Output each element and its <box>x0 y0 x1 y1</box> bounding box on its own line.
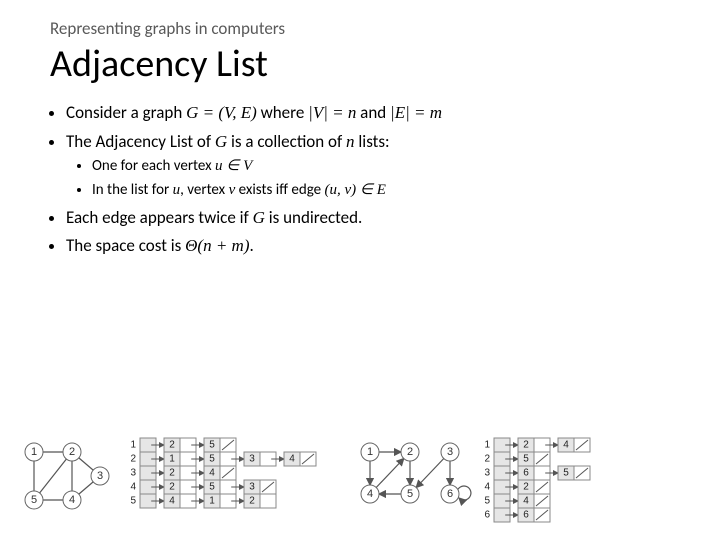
svg-text:1: 1 <box>169 454 175 465</box>
bullet-2: The Adjacency List of G is a collection … <box>66 130 680 202</box>
svg-text:3: 3 <box>97 470 103 482</box>
text: Each edge appears twice if <box>66 207 253 228</box>
svg-text:2: 2 <box>523 440 529 451</box>
bullet-4: The space cost is Θ(n + m). <box>66 234 680 259</box>
svg-text:3: 3 <box>447 446 453 458</box>
slide-subtitle: Representing graphs in computers <box>50 18 680 39</box>
math: G <box>215 132 227 151</box>
svg-text:1: 1 <box>31 446 37 458</box>
text: where <box>257 102 308 123</box>
svg-text:4: 4 <box>563 440 569 451</box>
svg-text:3: 3 <box>249 482 255 493</box>
svg-text:6: 6 <box>447 488 453 500</box>
svg-text:2: 2 <box>169 440 175 451</box>
svg-text:5: 5 <box>209 440 215 451</box>
term: Adjacency List <box>96 131 193 152</box>
svg-text:3: 3 <box>484 468 490 479</box>
svg-text:4: 4 <box>130 482 136 493</box>
adjlist-undirected: 1 2 5 2 1 5 3 4 3 2 4 4 2 5 3 5 4 1 2 <box>126 436 346 514</box>
text: One for each vertex <box>92 157 215 175</box>
svg-text:5: 5 <box>209 482 215 493</box>
text: is a collection of <box>227 131 346 152</box>
text: . <box>250 235 254 256</box>
svg-text:2: 2 <box>407 446 413 458</box>
graph-undirected: 1 2 3 4 5 <box>18 436 118 518</box>
math: (u, v) ∈ E <box>325 182 386 198</box>
svg-text:1: 1 <box>209 496 215 507</box>
svg-text:2: 2 <box>169 468 175 479</box>
text: exists iff edge <box>235 181 324 199</box>
svg-text:2: 2 <box>484 454 490 465</box>
text: is undirected. <box>265 207 362 228</box>
math: |V| = n <box>308 103 356 122</box>
svg-text:4: 4 <box>523 496 529 507</box>
math: G = (V, E) <box>186 103 257 122</box>
math: |E| = m <box>390 103 442 122</box>
adjlist-directed: 1 2 4 2 5 3 6 5 4 2 5 4 6 6 <box>480 436 680 526</box>
text: The <box>66 131 96 152</box>
svg-text:5: 5 <box>130 496 136 507</box>
text: , vertex <box>180 181 228 199</box>
text: Consider a graph <box>66 102 186 123</box>
text: and <box>356 102 390 123</box>
text: In the list for <box>92 181 173 199</box>
svg-text:4: 4 <box>69 494 75 506</box>
svg-text:1: 1 <box>484 440 490 451</box>
svg-text:4: 4 <box>367 488 373 500</box>
graph-directed: 1 2 3 4 5 6 <box>354 436 472 514</box>
svg-text:4: 4 <box>169 496 175 507</box>
math: Θ(n + m) <box>185 236 249 255</box>
sub-2: In the list for u, vertex v exists iff e… <box>92 180 680 202</box>
svg-text:2: 2 <box>523 482 529 493</box>
sub-list: One for each vertex u ∈ V In the list fo… <box>66 156 680 202</box>
bullet-list: Consider a graph G = (V, E) where |V| = … <box>50 101 680 259</box>
svg-text:5: 5 <box>523 454 529 465</box>
sub-1: One for each vertex u ∈ V <box>92 156 680 178</box>
text: of <box>193 131 215 152</box>
svg-text:6: 6 <box>523 510 529 521</box>
bullet-1: Consider a graph G = (V, E) where |V| = … <box>66 101 680 126</box>
text: The space cost is <box>66 235 185 256</box>
svg-text:5: 5 <box>407 488 413 500</box>
math: u <box>173 182 181 198</box>
svg-text:6: 6 <box>484 510 490 521</box>
svg-text:3: 3 <box>249 454 255 465</box>
svg-text:5: 5 <box>209 454 215 465</box>
svg-text:4: 4 <box>209 468 215 479</box>
bullet-3: Each edge appears twice if G is undirect… <box>66 206 680 231</box>
svg-text:2: 2 <box>249 496 255 507</box>
math: u ∈ V <box>215 158 252 174</box>
svg-text:1: 1 <box>367 446 373 458</box>
svg-text:2: 2 <box>69 446 75 458</box>
figure-row: 1 2 3 4 5 1 2 5 2 1 5 3 4 3 2 4 4 2 5 3 5 4 1 2 1 2 3 4 5 6 1 2 4 2 5 3 6… <box>18 436 702 526</box>
svg-text:5: 5 <box>484 496 490 507</box>
math: n <box>346 132 355 151</box>
svg-text:2: 2 <box>169 482 175 493</box>
svg-text:3: 3 <box>130 468 136 479</box>
svg-text:2: 2 <box>130 454 136 465</box>
svg-text:1: 1 <box>130 440 136 451</box>
slide-title: Adjacency List <box>50 41 680 87</box>
svg-text:6: 6 <box>523 468 529 479</box>
svg-text:4: 4 <box>484 482 490 493</box>
svg-text:5: 5 <box>563 468 569 479</box>
math: G <box>253 208 265 227</box>
svg-text:4: 4 <box>289 454 295 465</box>
svg-text:5: 5 <box>31 494 37 506</box>
text: lists: <box>355 131 390 152</box>
